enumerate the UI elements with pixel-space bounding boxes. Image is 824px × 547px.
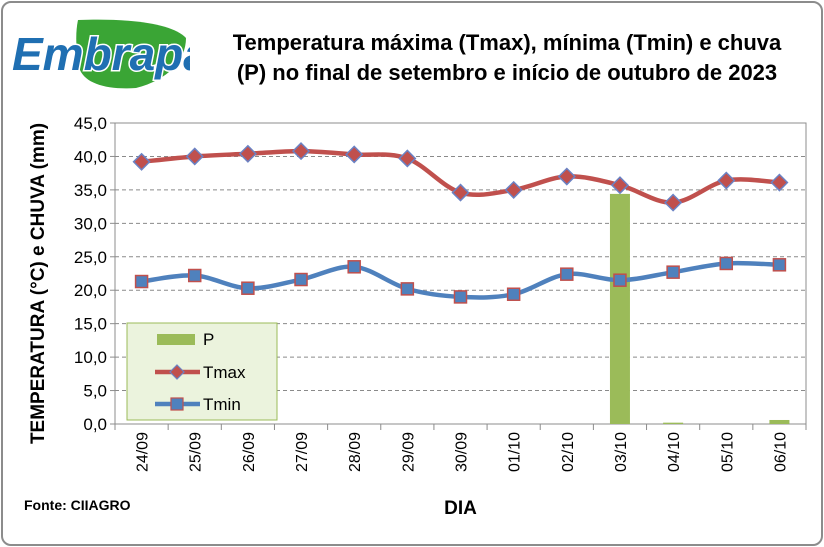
legend-marker-tmax	[169, 364, 185, 380]
marker-tmin	[506, 287, 521, 301]
y-tick-label: 5,0	[83, 382, 107, 401]
marker-tmin	[560, 267, 574, 281]
marker-tmax	[238, 144, 257, 163]
marker-tmax	[398, 149, 417, 168]
y-tick-label: 10,0	[74, 348, 107, 367]
y-tick-label: 40,0	[74, 147, 107, 166]
marker-tmax	[185, 147, 204, 166]
marker-tmax	[345, 145, 364, 164]
x-tick-label: 05/10	[719, 432, 736, 472]
y-tick-label: 35,0	[74, 181, 107, 200]
marker-tmin	[453, 290, 468, 304]
y-tick-label: 30,0	[74, 214, 107, 233]
bar-p	[769, 419, 790, 424]
x-tick-label: 29/09	[400, 432, 417, 472]
x-tick-label: 28/09	[347, 432, 364, 472]
bar-p	[663, 422, 684, 424]
bar-p	[609, 193, 630, 424]
x-tick-label: 24/09	[135, 432, 152, 472]
y-tick-label: 15,0	[74, 315, 107, 334]
legend-label-tmax: Tmax	[203, 363, 246, 382]
y-axis-title: TEMPERATURA (°C) e CHUVA (mm)	[28, 123, 49, 444]
x-tick-label: 26/09	[241, 432, 258, 472]
marker-tmin	[134, 274, 149, 289]
logo-leaf	[76, 19, 186, 89]
x-tick-label: 02/10	[560, 432, 577, 472]
legend-marker-tmin	[170, 397, 184, 411]
marker-tmax	[664, 193, 683, 212]
marker-tmin	[666, 265, 680, 279]
legend-label-p: P	[203, 330, 214, 349]
marker-tmax	[557, 167, 576, 186]
marker-tmax	[717, 171, 736, 190]
title-line-1: Temperatura máxima (Tmax), mínima (Tmin)…	[232, 30, 782, 55]
y-tick-label: 20,0	[74, 281, 107, 300]
x-axis-title: DIA	[444, 498, 477, 519]
marker-tmax	[504, 180, 523, 199]
x-tick-label: 30/09	[454, 432, 471, 472]
marker-tmax	[610, 176, 630, 195]
y-tick-label: 25,0	[74, 248, 107, 267]
marker-tmin	[187, 268, 202, 283]
legend-swatch-p	[157, 334, 195, 345]
marker-tmax	[770, 173, 789, 192]
legend: P Tmax Tmin	[126, 322, 278, 421]
legend-box	[126, 322, 278, 421]
x-tick-label: 25/09	[188, 432, 205, 472]
marker-tmax	[291, 142, 311, 161]
marker-tmin	[400, 282, 415, 296]
source-note: Fonte: CIIAGRO	[24, 497, 131, 513]
marker-tmin	[241, 281, 255, 295]
x-tick-label: 03/10	[613, 432, 630, 472]
logo-wordmark: Embrapa	[12, 28, 190, 80]
title-line-2: (P) no final de setembro e início de out…	[236, 60, 778, 85]
chart-title: Temperatura máxima (Tmax), mínima (Tmin)…	[194, 28, 820, 88]
embrapa-logo: Embrapa	[11, 19, 190, 89]
x-tick-label: 01/10	[507, 432, 524, 472]
marker-tmax	[132, 152, 151, 171]
x-tick-label: 27/09	[294, 432, 311, 472]
marker-tmin	[294, 272, 308, 287]
marker-tmin	[347, 260, 361, 274]
marker-tmin	[719, 256, 734, 271]
x-tick-label: 06/10	[772, 432, 789, 472]
y-tick-label: 0,0	[83, 415, 107, 434]
marker-tmin	[613, 273, 627, 287]
y-tick-label: 45,0	[74, 114, 107, 133]
marker-tmin	[772, 258, 787, 272]
marker-tmax	[451, 183, 470, 202]
x-tick-label: 04/10	[666, 432, 683, 472]
legend-label-tmin: Tmin	[203, 395, 241, 414]
